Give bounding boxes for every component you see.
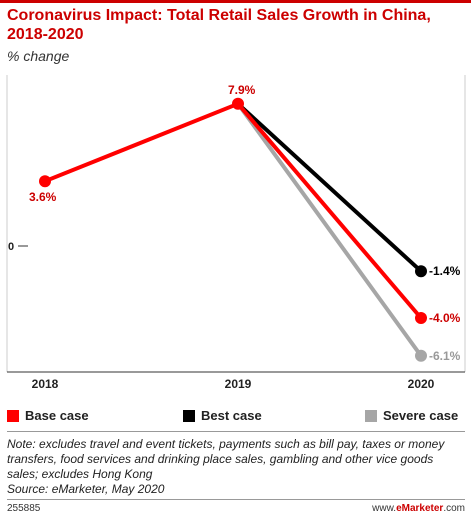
series-line-severe-case xyxy=(236,101,423,358)
data-label-best-case-2020: -1.4% xyxy=(429,264,461,278)
note-text: Note: excludes travel and event tickets,… xyxy=(7,437,445,481)
x-tick-label-2018: 2018 xyxy=(32,377,59,391)
legend-item-severe: Severe case xyxy=(365,408,458,423)
legend-swatch-base xyxy=(7,409,19,422)
legend-label-severe: Severe case xyxy=(383,408,459,423)
divider-top xyxy=(7,431,465,432)
data-label-base-case-2019: 7.9% xyxy=(228,83,256,97)
chart-id: 255885 xyxy=(7,503,41,514)
y-tick-label-zero: 0 xyxy=(8,241,14,253)
data-point-base-case-2019 xyxy=(232,97,244,110)
site-credit: www.eMarketer.com xyxy=(372,503,465,514)
x-tick-label-2020: 2020 xyxy=(408,377,435,391)
data-point-best-case-2020 xyxy=(415,265,427,278)
chart-title: Coronavirus Impact: Total Retail Sales G… xyxy=(7,7,431,43)
x-tick-label-2019: 2019 xyxy=(225,377,252,391)
chart-note: Note: excludes travel and event tickets,… xyxy=(7,437,467,497)
data-point-base-case-2020 xyxy=(415,312,427,324)
legend-swatch-best xyxy=(183,409,195,422)
chart-subtitle: % change xyxy=(7,48,70,64)
legend-swatch-severe xyxy=(365,409,377,422)
data-point-base-case-2018 xyxy=(39,175,51,188)
line-chart: 0 2018 2019 2020 3.6% 7.9% -1.4% -4.0% -6.1% xyxy=(6,75,466,391)
legend: Base case Best case Severe case xyxy=(0,408,471,428)
divider-bottom xyxy=(7,499,465,500)
legend-label-base: Base case xyxy=(25,408,89,423)
data-point-severe-case-2020 xyxy=(415,349,427,362)
site-prefix: www. xyxy=(372,503,397,514)
series-line-base-case xyxy=(43,101,423,320)
legend-item-best: Best case xyxy=(183,408,262,423)
data-label-severe-case-2020: -6.1% xyxy=(429,349,461,363)
source-text: Source: eMarketer, May 2020 xyxy=(7,482,165,496)
top-accent-bar xyxy=(0,0,471,3)
legend-label-best: Best case xyxy=(201,408,262,423)
data-label-base-case-2018: 3.6% xyxy=(29,190,57,204)
legend-item-base: Base case xyxy=(7,408,89,423)
data-label-base-case-2020: -4.0% xyxy=(429,311,461,325)
series-line-best-case xyxy=(236,101,423,274)
site-suffix: .com xyxy=(443,503,465,514)
site-brand: eMarketer xyxy=(396,503,444,514)
